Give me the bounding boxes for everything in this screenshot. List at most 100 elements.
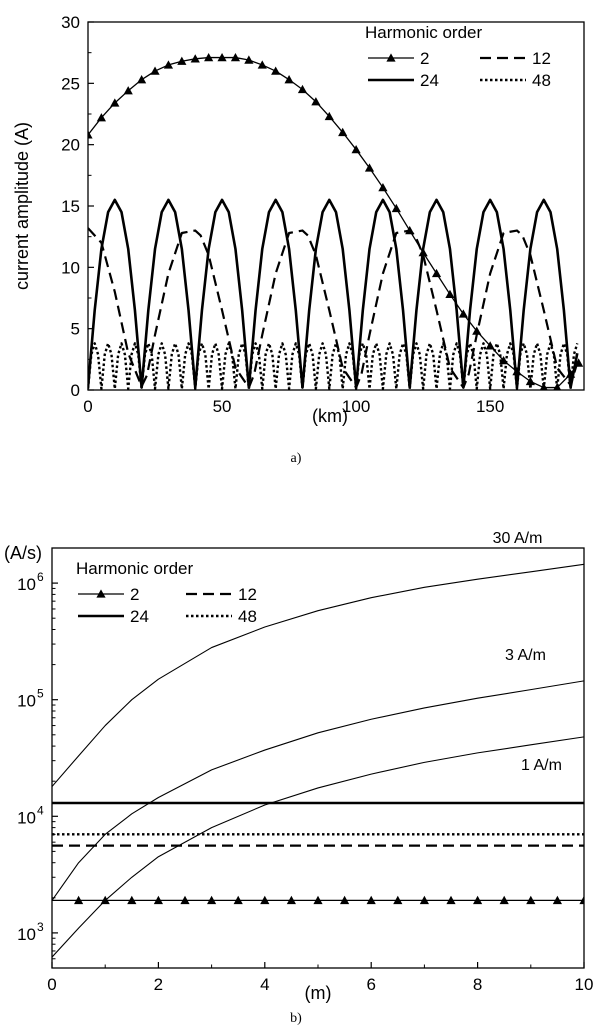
marker-2 bbox=[74, 895, 84, 905]
marker-2 bbox=[446, 895, 456, 905]
marker-2 bbox=[217, 52, 227, 62]
y-tick-exponent-b: 3 bbox=[37, 920, 44, 934]
chart-panel-a: 0 50 100 150 0 5 10 15 20 25 30 current amplitude … bbox=[12, 13, 585, 466]
marker-2 bbox=[366, 895, 376, 905]
y-tick-label-a: 5 bbox=[71, 320, 80, 339]
marker-2 bbox=[204, 52, 214, 62]
legend-label-12: 12 bbox=[532, 49, 551, 68]
x-tick-label-a: 150 bbox=[476, 397, 504, 416]
plot-frame-a bbox=[87, 21, 585, 391]
panel-label-a: a) bbox=[291, 451, 302, 466]
series-line-2 bbox=[88, 56, 580, 389]
marker-2 bbox=[391, 203, 401, 213]
marker-2 bbox=[244, 55, 254, 64]
y-tick-label-a: 30 bbox=[61, 13, 80, 32]
y-tick-label-a: 15 bbox=[61, 197, 80, 216]
xlabel-b: (m) bbox=[305, 983, 332, 1003]
marker-2 bbox=[472, 326, 482, 335]
series-line-24 bbox=[88, 198, 579, 389]
x-tick-label-b: 8 bbox=[473, 975, 482, 994]
marker-2 bbox=[137, 75, 147, 84]
annotation-label: 1 A/m bbox=[521, 757, 562, 774]
y-tick-label-a: 10 bbox=[61, 258, 80, 277]
y-tick-label-b: 10 bbox=[17, 575, 36, 594]
y-tick-label-b: 10 bbox=[17, 925, 36, 944]
x-tick-label-b: 6 bbox=[366, 975, 375, 994]
y-tick-label-a: 20 bbox=[61, 136, 80, 155]
marker-2 bbox=[311, 97, 321, 106]
marker-2 bbox=[324, 111, 334, 121]
annotations-b: 30 A/m 3 A/m 1 A/m bbox=[493, 530, 562, 774]
y-tick-exponent-b: 6 bbox=[37, 570, 44, 584]
legend-label-24: 24 bbox=[130, 607, 149, 626]
marker-2 bbox=[364, 163, 375, 172]
marker-2 bbox=[431, 268, 442, 278]
panel-label-b: b) bbox=[290, 1011, 302, 1026]
marker-2 bbox=[110, 98, 120, 107]
marker-2 bbox=[96, 113, 107, 122]
marker-2 bbox=[485, 341, 495, 350]
marker-2 bbox=[207, 895, 217, 905]
marker-2 bbox=[180, 895, 190, 905]
legend-label-12: 12 bbox=[238, 585, 257, 604]
marker-2 bbox=[233, 895, 243, 905]
x-tick-label-b: 0 bbox=[47, 975, 56, 994]
marker-2 bbox=[552, 895, 562, 905]
x-tick-label-b: 10 bbox=[575, 975, 593, 994]
marker-2 bbox=[526, 895, 536, 905]
y-tick-label-a: 25 bbox=[61, 74, 80, 93]
marker-2 bbox=[579, 895, 584, 905]
marker-2 bbox=[150, 66, 160, 75]
legend-marker-2 bbox=[386, 53, 396, 62]
series-line-12 bbox=[88, 227, 580, 389]
legend-items-a: 2 12 24 48 bbox=[368, 49, 551, 90]
marker-2 bbox=[123, 86, 133, 95]
axis-ticks-a: 0 50 100 150 0 5 10 15 20 25 30 bbox=[61, 13, 558, 416]
marker-2 bbox=[297, 84, 308, 94]
y-tick-exponent-b: 4 bbox=[37, 803, 44, 817]
marker-2 bbox=[445, 289, 455, 298]
marker-2 bbox=[419, 895, 429, 905]
marker-2 bbox=[230, 52, 241, 62]
marker-2 bbox=[190, 54, 200, 63]
legend-label-2: 2 bbox=[420, 49, 429, 68]
marker-2 bbox=[378, 183, 388, 192]
annotation-label: 3 A/m bbox=[505, 647, 546, 664]
series-line-curve-5 bbox=[52, 680, 584, 901]
marker-2 bbox=[163, 60, 174, 69]
annotation-label: 30 A/m bbox=[493, 530, 543, 547]
marker-2 bbox=[177, 56, 187, 65]
y-tick-label-b: 10 bbox=[17, 808, 36, 827]
marker-2 bbox=[313, 895, 323, 905]
marker-2 bbox=[458, 309, 468, 318]
y-tick-label-a: 0 bbox=[71, 381, 80, 400]
legend-b: Harmonic order 2 12 24 48 bbox=[76, 559, 257, 626]
legend-title-a: Harmonic order bbox=[365, 23, 482, 42]
series-line-48 bbox=[88, 342, 579, 390]
series-line-curve-6 bbox=[52, 736, 584, 958]
x-tick-label-a: 0 bbox=[83, 397, 92, 416]
marker-2 bbox=[338, 127, 348, 137]
marker-2 bbox=[88, 130, 93, 139]
legend-label-48: 48 bbox=[532, 71, 551, 90]
marker-2 bbox=[351, 144, 361, 154]
marker-2 bbox=[499, 895, 509, 905]
marker-2 bbox=[260, 895, 270, 905]
legend-label-24: 24 bbox=[420, 71, 439, 90]
series-line-curve-4 bbox=[52, 563, 584, 787]
marker-2 bbox=[127, 895, 137, 905]
marker-2 bbox=[473, 895, 483, 905]
marker-2 bbox=[340, 895, 350, 905]
marker-2 bbox=[539, 382, 548, 390]
series-group-a bbox=[88, 52, 584, 390]
xlabel-a: (km) bbox=[312, 406, 348, 426]
y-tick-exponent-b: 5 bbox=[37, 687, 44, 701]
marker-2 bbox=[286, 895, 296, 905]
series-group-b bbox=[52, 563, 584, 958]
ylabel-a: current amplitude (A) bbox=[12, 122, 32, 290]
x-tick-label-a: 100 bbox=[342, 397, 370, 416]
legend-title-b: Harmonic order bbox=[76, 559, 193, 578]
